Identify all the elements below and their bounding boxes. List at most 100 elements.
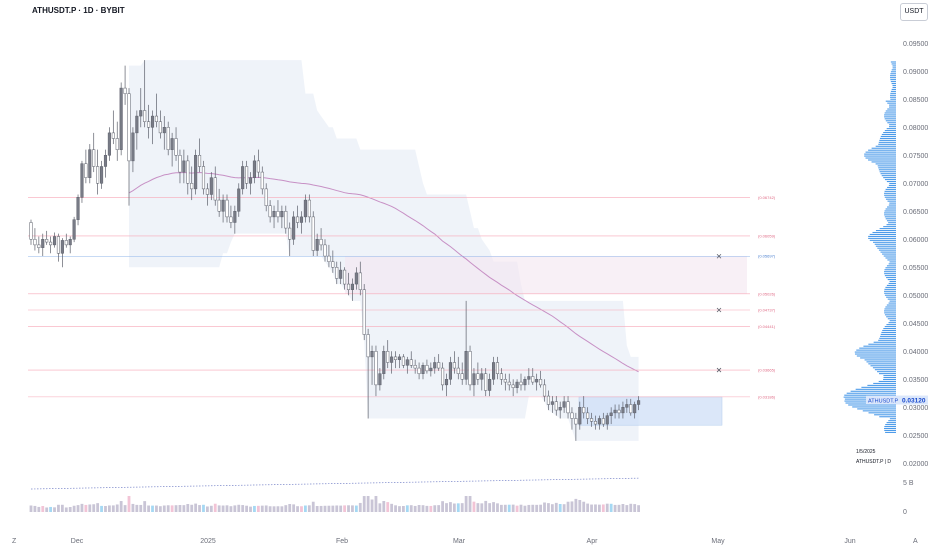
y-tick-label: 0.04500 <box>903 321 928 328</box>
volume-profile-bar <box>885 257 896 259</box>
volume-bar <box>558 504 562 512</box>
volume-bar <box>37 506 41 512</box>
volume-bar <box>598 504 601 512</box>
volume-profile-bar <box>874 369 896 371</box>
x-tick-label: May <box>711 538 725 545</box>
volume-bar <box>358 502 362 512</box>
volume-profile-bar <box>892 86 896 89</box>
volume-profile-bar <box>881 331 896 334</box>
candle-body <box>217 199 221 212</box>
volume-profile-bar <box>886 324 896 326</box>
candle-body <box>143 110 147 122</box>
volume-bar <box>464 496 468 512</box>
volume-bar <box>241 505 245 512</box>
volume-profile-bar <box>868 149 896 151</box>
auto-scale-corner-right[interactable]: A <box>913 538 918 545</box>
volume-bars <box>29 477 640 512</box>
candle-body <box>170 138 174 150</box>
candle-body <box>307 199 311 218</box>
volume-bar <box>609 503 613 512</box>
volume-profile-bar <box>871 161 896 163</box>
candle-body <box>245 166 249 184</box>
volume-profile-bar <box>885 267 896 269</box>
volume-bar <box>417 505 421 512</box>
candle-body <box>111 132 115 139</box>
candle-body <box>131 132 135 162</box>
candle-body <box>201 166 206 190</box>
volume-bar <box>233 505 237 512</box>
candle-body <box>566 401 570 414</box>
candle-body <box>100 166 104 184</box>
volume-profile-bar <box>868 159 896 161</box>
volume-bar <box>613 504 617 512</box>
volume-profile-bar <box>870 365 896 367</box>
volume-profile-bar <box>891 83 896 85</box>
candle-body <box>319 239 323 246</box>
x-tick-label: 2025 <box>200 538 216 545</box>
volume-profile-bar <box>869 239 896 241</box>
candle-body <box>158 121 162 134</box>
volume-bar <box>590 504 593 512</box>
candle-body <box>127 93 131 162</box>
volume-profile-bar <box>891 88 896 90</box>
candle-body <box>80 163 84 198</box>
candle-body <box>625 404 629 408</box>
candle-body <box>550 401 554 405</box>
volume-profile-bar <box>887 318 896 320</box>
level-label: (0.04441) <box>758 324 776 329</box>
volume-bar <box>601 504 605 512</box>
y-tick-label: 0.03000 <box>903 405 928 412</box>
volume-profile-bar <box>886 181 896 183</box>
level-label: (0.05026) <box>758 291 776 296</box>
candle-body <box>484 373 488 391</box>
volume-profile-bar <box>888 204 896 206</box>
candle-body <box>621 407 625 414</box>
volume-profile-bar <box>884 312 896 314</box>
volume-bar <box>445 503 448 512</box>
volume-profile-bar <box>878 169 896 171</box>
volume-profile-bar <box>880 335 896 337</box>
volume-bar <box>147 505 150 512</box>
volume-bar <box>202 504 205 512</box>
volume-bar <box>327 505 331 512</box>
y-tick-label: 0.05500 <box>903 265 928 272</box>
volume-profile-bar <box>884 426 896 428</box>
volume-profile-bar <box>882 253 896 255</box>
candle-body <box>135 115 139 134</box>
candle-body <box>64 240 68 246</box>
volume-bar <box>335 505 339 512</box>
volume-bar <box>409 505 413 512</box>
volume-bar <box>633 504 637 512</box>
volume-bar <box>280 506 284 512</box>
volume-profile-bar <box>888 420 896 422</box>
candle-body <box>613 409 617 414</box>
candle-body <box>272 211 276 218</box>
volume-profile-bar <box>868 412 896 414</box>
candle-body <box>92 149 96 167</box>
volume-profile-bar <box>883 378 896 381</box>
volume-bar <box>441 501 444 512</box>
volume-profile-bar <box>856 355 896 357</box>
timezone-corner-left[interactable]: Z <box>12 538 17 545</box>
candle-body <box>339 269 343 279</box>
volume-profile-bar <box>883 328 896 330</box>
volume-bar <box>253 505 256 512</box>
candle-body <box>358 272 362 290</box>
currency-button[interactable]: USDT <box>900 3 928 21</box>
price-tag-value: 0.03120 <box>902 398 926 405</box>
volume-profile-bar <box>887 259 896 261</box>
volume-profile-bar <box>885 208 896 210</box>
volume-bar <box>519 504 523 512</box>
volume-profile-bar <box>887 102 896 104</box>
volume-bar <box>484 500 488 512</box>
volume-profile-bar <box>884 214 896 216</box>
volume-profile-bar <box>886 304 896 306</box>
candle-body <box>397 356 402 360</box>
volume-profile-bar <box>892 84 896 87</box>
volume-bar <box>476 503 480 512</box>
volume-profile-bar <box>883 226 896 228</box>
volume-bar <box>315 506 319 512</box>
volume-profile-bar <box>877 371 896 373</box>
volume-profile-bar <box>885 218 896 220</box>
